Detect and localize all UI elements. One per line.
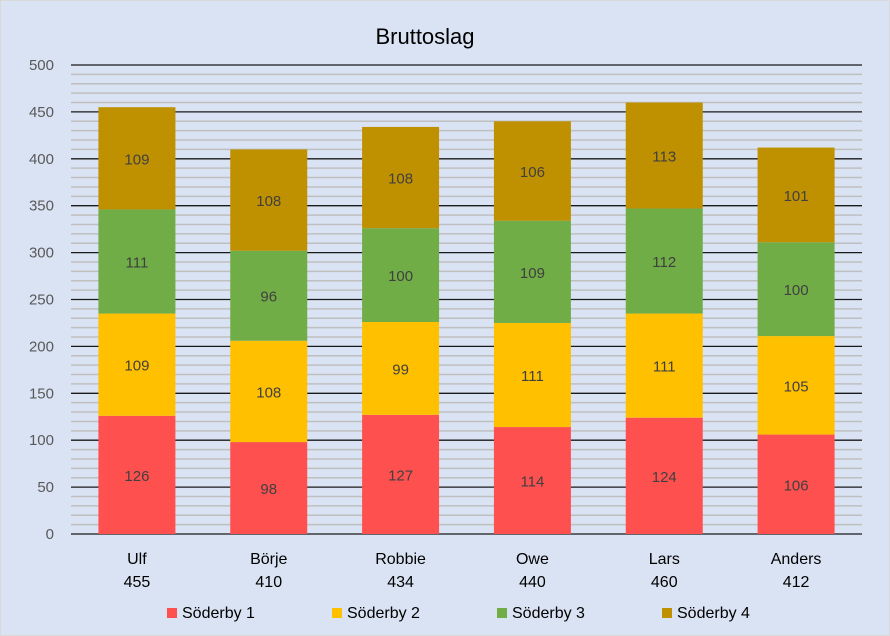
y-tick-label: 300 <box>29 245 54 262</box>
x-tick-label: Owe <box>516 551 549 568</box>
bar-stack-lars: 124 111 112 113 <box>625 102 703 534</box>
y-tick-label: 150 <box>29 385 54 402</box>
data-label: 127 <box>388 467 413 484</box>
bar-segment <box>230 149 308 251</box>
bar-segment <box>493 121 571 221</box>
y-tick-label: 0 <box>46 526 54 543</box>
category-total-label: 410 <box>255 574 282 591</box>
legend-swatch <box>332 608 342 618</box>
bar-stack-anders: 106 105 100 101 <box>757 147 835 534</box>
x-tick-label: Ulf <box>127 551 147 568</box>
legend-swatch <box>497 608 507 618</box>
y-tick-label: 350 <box>29 198 54 215</box>
bar-stack-börje: 98 108 96 108 <box>230 149 308 534</box>
data-label: 109 <box>124 358 149 375</box>
legend-swatch <box>662 608 672 618</box>
bar-segment <box>230 442 308 534</box>
bar-segment <box>625 102 703 209</box>
bar-segment <box>493 427 571 534</box>
data-label: 109 <box>124 151 149 168</box>
bar-segment <box>230 250 308 341</box>
bar-segment <box>493 322 571 428</box>
data-label: 96 <box>260 289 277 306</box>
bar-segment <box>98 415 176 534</box>
bar-segment <box>757 336 835 435</box>
bar-stack-owe: 114 111 109 106 <box>493 121 571 534</box>
category-total-label: 455 <box>124 574 151 591</box>
x-tick-label: Robbie <box>375 551 426 568</box>
bar-segment <box>362 228 440 323</box>
category-total-label: 440 <box>519 574 546 591</box>
data-label: 109 <box>520 265 545 282</box>
data-label: 100 <box>784 282 809 299</box>
legend-item: Söderby 4 <box>662 605 750 622</box>
x-tick-label: Anders <box>771 551 822 568</box>
bar-segment <box>625 313 703 418</box>
legend-item: Söderby 3 <box>497 605 585 622</box>
data-label: 111 <box>521 368 544 385</box>
bar-segment <box>757 147 835 243</box>
bar-segment <box>625 417 703 534</box>
data-label: 101 <box>784 188 809 205</box>
bar-segment <box>757 242 835 337</box>
y-tick-label: 50 <box>37 479 54 496</box>
x-tick-label: Börje <box>250 551 287 568</box>
legend-label: Söderby 4 <box>677 605 750 622</box>
bar-segment <box>362 126 440 229</box>
y-axis-ticks: 0 50 100 150 200 250 300 350 400 450 500 <box>29 57 54 543</box>
data-label: 108 <box>256 384 281 401</box>
bar-segment <box>362 414 440 534</box>
data-label: 108 <box>388 171 413 188</box>
y-tick-label: 500 <box>29 57 54 74</box>
bar-segment <box>98 313 176 416</box>
bar-stack-robbie: 127 99 100 108 <box>362 126 440 534</box>
y-tick-label: 450 <box>29 104 54 121</box>
gridlines <box>71 64 862 535</box>
legend-item: Söderby 2 <box>332 605 420 622</box>
data-label: 111 <box>653 359 676 376</box>
legend-label: Söderby 3 <box>512 605 585 622</box>
legend-label: Söderby 1 <box>182 605 255 622</box>
legend-item: Söderby 1 <box>167 605 255 622</box>
y-tick-label: 100 <box>29 432 54 449</box>
data-label: 124 <box>652 469 677 486</box>
chart-title: Bruttoslag <box>375 24 474 49</box>
y-tick-label: 200 <box>29 338 54 355</box>
data-label: 113 <box>652 149 676 166</box>
bar-segment <box>625 208 703 314</box>
category-total-label: 434 <box>387 574 414 591</box>
bar-segment <box>757 434 835 534</box>
bar-segment <box>98 209 176 314</box>
bar-segment <box>230 340 308 443</box>
data-label: 111 <box>126 255 149 272</box>
legend: Söderby 1 Söderby 2 Söderby 3 Söderby 4 <box>167 605 750 622</box>
x-axis-labels: Ulf 455 Börje 410 Robbie 434 Owe 440 Lars 460 Ande… <box>124 551 822 591</box>
bar-segment <box>362 322 440 415</box>
data-label: 106 <box>784 477 809 494</box>
bar-segment <box>493 220 571 323</box>
category-total-label: 460 <box>651 574 678 591</box>
legend-swatch <box>167 608 177 618</box>
bar-stack-ulf: 126 109 111 109 <box>98 107 176 534</box>
data-label: 99 <box>392 361 409 378</box>
data-label: 126 <box>124 468 149 485</box>
bars: 1261091111099810896108127991001081141111… <box>98 102 835 534</box>
data-label: 108 <box>256 193 281 210</box>
data-label: 105 <box>784 378 809 395</box>
y-tick-label: 250 <box>29 292 54 309</box>
legend-label: Söderby 2 <box>347 605 420 622</box>
data-label: 106 <box>520 164 545 181</box>
x-tick-label: Lars <box>649 551 680 568</box>
data-label: 100 <box>388 268 413 285</box>
data-label: 98 <box>260 481 277 498</box>
bar-segment <box>98 107 176 210</box>
y-tick-label: 400 <box>29 151 54 168</box>
data-label: 114 <box>520 474 544 491</box>
data-label: 112 <box>652 254 676 271</box>
category-total-label: 412 <box>783 574 810 591</box>
